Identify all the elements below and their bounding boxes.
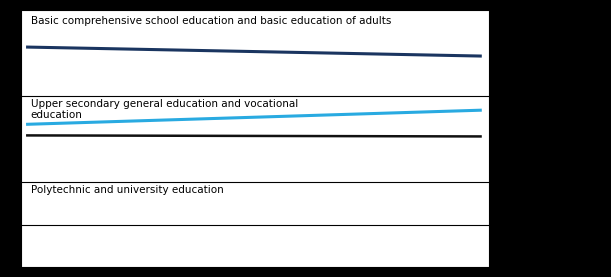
Text: Polytechnic and university education: Polytechnic and university education xyxy=(31,185,224,195)
Text: Basic comprehensive school education and basic education of adults: Basic comprehensive school education and… xyxy=(31,16,391,26)
Text: Upper secondary general education and vocational
education: Upper secondary general education and vo… xyxy=(31,99,298,120)
